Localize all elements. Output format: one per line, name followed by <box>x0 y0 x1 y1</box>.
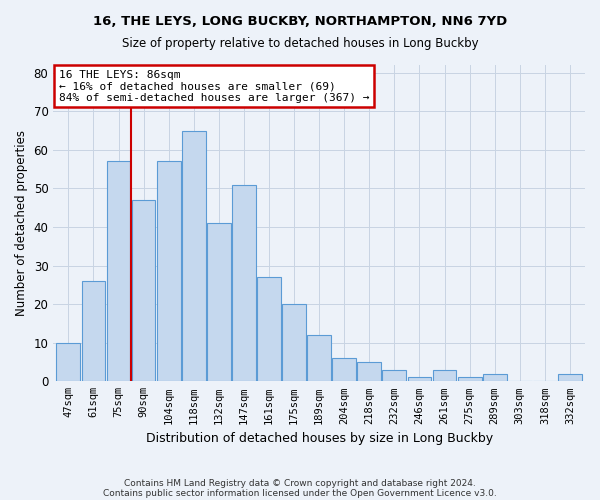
Bar <box>433 370 457 382</box>
Bar <box>107 162 130 382</box>
Bar <box>131 200 155 382</box>
Bar <box>558 374 582 382</box>
Bar <box>182 130 206 382</box>
Bar <box>407 378 431 382</box>
Bar <box>358 362 381 382</box>
X-axis label: Distribution of detached houses by size in Long Buckby: Distribution of detached houses by size … <box>146 432 493 445</box>
Bar <box>458 378 482 382</box>
Bar <box>282 304 306 382</box>
Text: 16, THE LEYS, LONG BUCKBY, NORTHAMPTON, NN6 7YD: 16, THE LEYS, LONG BUCKBY, NORTHAMPTON, … <box>93 15 507 28</box>
Bar <box>157 162 181 382</box>
Bar <box>207 223 231 382</box>
Bar <box>257 277 281 382</box>
Bar <box>382 370 406 382</box>
Bar <box>483 374 506 382</box>
Bar <box>82 281 106 382</box>
Bar <box>232 184 256 382</box>
Text: Size of property relative to detached houses in Long Buckby: Size of property relative to detached ho… <box>122 38 478 51</box>
Text: 16 THE LEYS: 86sqm
← 16% of detached houses are smaller (69)
84% of semi-detache: 16 THE LEYS: 86sqm ← 16% of detached hou… <box>59 70 369 103</box>
Text: Contains public sector information licensed under the Open Government Licence v3: Contains public sector information licen… <box>103 488 497 498</box>
Bar <box>332 358 356 382</box>
Y-axis label: Number of detached properties: Number of detached properties <box>15 130 28 316</box>
Bar <box>307 335 331 382</box>
Text: Contains HM Land Registry data © Crown copyright and database right 2024.: Contains HM Land Registry data © Crown c… <box>124 478 476 488</box>
Bar <box>56 342 80 382</box>
